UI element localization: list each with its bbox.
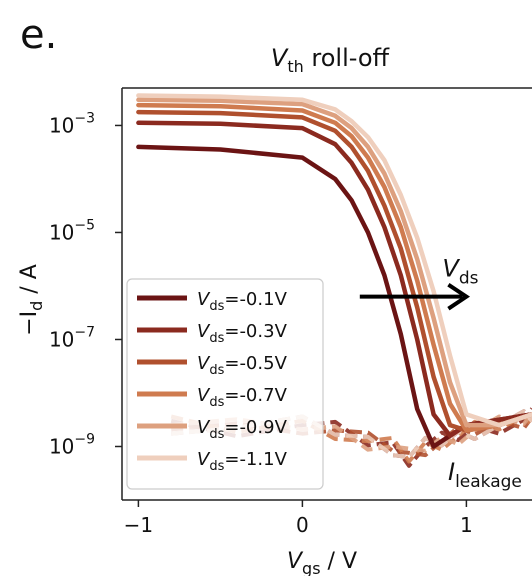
legend-label-sub-5: ds <box>209 427 224 442</box>
series-lines <box>136 93 532 449</box>
y-axis-label-sub: d <box>27 301 46 311</box>
y-tick-exp-1: −3 <box>74 110 95 126</box>
arrow-label-sub: ds <box>459 269 479 289</box>
y-tick-label-2: 10−5 <box>49 217 95 244</box>
leakage-label: Ileakage <box>448 458 522 492</box>
chart-title-main: V <box>271 44 289 72</box>
y-tick-label-3: 10−7 <box>49 324 95 351</box>
series-line-5 <box>136 97 532 428</box>
vds-arrow-annotation: Vds <box>359 255 479 311</box>
legend-label-sub-2: ds <box>209 331 224 346</box>
legend-label-main-4: V <box>197 385 211 406</box>
legend-label-rest-5: =-0.9V <box>224 417 287 438</box>
legend-label-rest-3: =-0.5V <box>224 353 287 374</box>
legend-label-sub-1: ds <box>209 299 224 314</box>
panel-label: e. <box>20 12 57 58</box>
legend-label-4: Vds=-0.7V <box>197 385 288 410</box>
legend: Vds=-0.1VVds=-0.3VVds=-0.5VVds=-0.7VVds=… <box>126 278 324 490</box>
y-axis-label-rest: / A <box>17 264 42 300</box>
axes <box>121 87 532 501</box>
legend-label-main-6: V <box>197 449 211 470</box>
y-tick-base-3: 10 <box>49 327 74 351</box>
leakage-label-main: I <box>448 458 455 486</box>
chart-title-sub: th <box>287 57 303 76</box>
chart-title: Vth roll-off <box>271 44 390 76</box>
legend-label-6: Vds=-1.1V <box>197 449 288 474</box>
legend-label-rest-4: =-0.7V <box>224 385 287 406</box>
legend-label-main-1: V <box>197 289 211 310</box>
y-tick-base-1: 10 <box>49 113 74 137</box>
arrow-label-main: V <box>442 255 460 283</box>
legend-label-rest-1: =-0.1V <box>224 289 287 310</box>
series-line-4 <box>136 102 532 433</box>
legend-label-sub-4: ds <box>209 395 224 410</box>
leakage-line-4 <box>170 413 532 464</box>
y-tick-exp-4: −9 <box>74 431 95 447</box>
chart-title-rest: roll-off <box>304 44 390 72</box>
legend-label-sub-6: ds <box>209 459 224 474</box>
y-tick-exp-2: −5 <box>74 217 95 233</box>
arrow-head <box>447 283 471 311</box>
x-axis-label-rest: / V <box>321 549 357 574</box>
y-tick-labels: 10−310−510−710−9 <box>49 110 122 458</box>
y-tick-label-4: 10−9 <box>49 431 95 458</box>
x-tick-labels: −1 0 1 <box>124 500 473 537</box>
legend-label-main-2: V <box>197 321 211 342</box>
y-axis-label-prefix: −I <box>17 311 42 336</box>
legend-label-5: Vds=-0.9V <box>197 417 288 442</box>
x-axis-label: Vgs / V <box>287 549 357 576</box>
legend-label-main-5: V <box>197 417 211 438</box>
legend-label-rest-6: =-1.1V <box>224 449 287 470</box>
y-tick-label-1: 10−3 <box>49 110 95 137</box>
leakage-label-text: Ileakage <box>448 458 522 492</box>
x-axis-label-main: V <box>287 549 304 574</box>
leakage-line-2 <box>170 407 532 468</box>
y-tick-base-2: 10 <box>49 220 74 244</box>
y-tick-base-4: 10 <box>49 434 74 458</box>
leakage-label-sub: leakage <box>455 472 522 492</box>
legend-label-1: Vds=-0.1V <box>197 289 288 314</box>
y-tick-exp-3: −7 <box>74 324 95 340</box>
x-tick-label-2: 0 <box>296 513 309 537</box>
legend-label-main-3: V <box>197 353 211 374</box>
x-tick-label-1: −1 <box>124 513 153 537</box>
legend-label-sub-3: ds <box>209 363 224 378</box>
leakage-line-6 <box>171 409 532 460</box>
x-axis-label-sub: gs <box>302 559 321 576</box>
legend-label-rest-2: =-0.3V <box>224 321 287 342</box>
legend-label-2: Vds=-0.3V <box>197 321 288 346</box>
series-line-6 <box>136 93 532 428</box>
y-axis-label: −Id / A <box>17 264 46 336</box>
x-tick-label-3: 1 <box>460 513 473 537</box>
arrow-label: Vds <box>442 255 478 289</box>
legend-label-3: Vds=-0.5V <box>197 353 288 378</box>
